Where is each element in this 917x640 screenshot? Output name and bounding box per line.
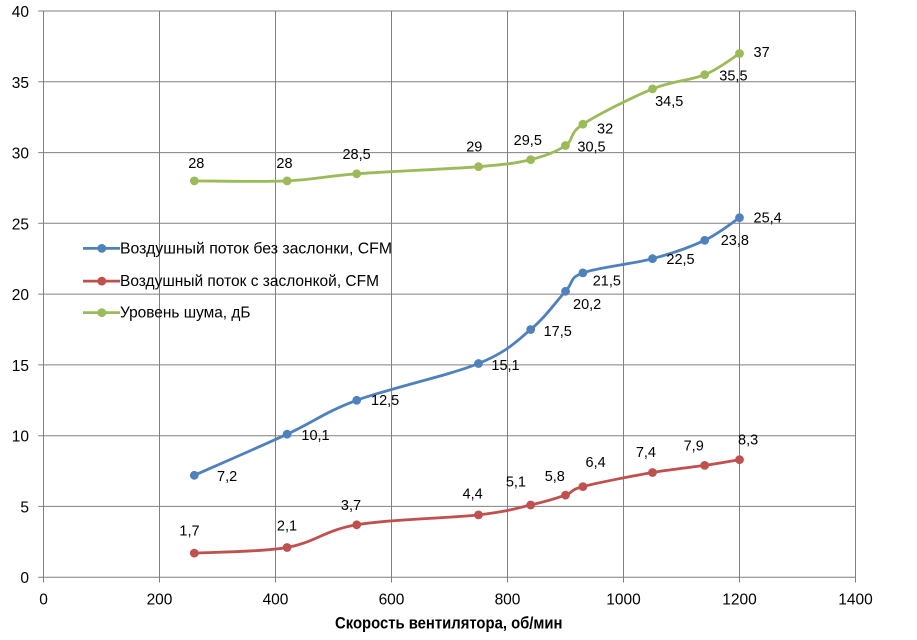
svg-text:5,1: 5,1 bbox=[506, 475, 526, 491]
svg-text:5,8: 5,8 bbox=[545, 469, 565, 485]
svg-text:25: 25 bbox=[12, 216, 29, 233]
svg-text:23,8: 23,8 bbox=[721, 233, 749, 249]
svg-text:28,5: 28,5 bbox=[342, 147, 370, 163]
svg-text:28: 28 bbox=[188, 156, 204, 172]
svg-text:29: 29 bbox=[466, 140, 482, 156]
svg-text:10,1: 10,1 bbox=[301, 428, 329, 444]
svg-text:5: 5 bbox=[20, 499, 29, 516]
svg-text:600: 600 bbox=[379, 591, 405, 608]
svg-text:Воздушный поток без заслонки,: Воздушный поток без заслонки, CFM bbox=[120, 240, 392, 257]
svg-text:21,5: 21,5 bbox=[593, 274, 621, 290]
svg-text:7,4: 7,4 bbox=[636, 445, 656, 461]
svg-text:1,7: 1,7 bbox=[179, 524, 199, 540]
svg-text:37: 37 bbox=[754, 45, 770, 61]
svg-text:2,1: 2,1 bbox=[277, 518, 297, 534]
svg-text:7,2: 7,2 bbox=[217, 469, 237, 485]
svg-text:34,5: 34,5 bbox=[655, 94, 683, 110]
svg-text:30: 30 bbox=[12, 146, 30, 163]
svg-text:400: 400 bbox=[263, 591, 289, 608]
svg-text:1400: 1400 bbox=[838, 591, 873, 608]
svg-text:7,9: 7,9 bbox=[684, 439, 704, 455]
svg-text:800: 800 bbox=[495, 591, 521, 608]
svg-text:6,4: 6,4 bbox=[586, 455, 606, 471]
svg-text:8,3: 8,3 bbox=[738, 433, 758, 449]
svg-text:Скорость вентилятора, об/мин: Скорость вентилятора, об/мин bbox=[335, 614, 563, 632]
svg-text:32: 32 bbox=[597, 121, 613, 137]
svg-text:0: 0 bbox=[20, 570, 29, 587]
svg-text:40: 40 bbox=[12, 4, 30, 21]
svg-text:35,5: 35,5 bbox=[719, 69, 747, 85]
svg-text:Уровень шума, дБ: Уровень шума, дБ bbox=[120, 305, 251, 322]
svg-text:200: 200 bbox=[147, 591, 173, 608]
svg-text:Воздушный поток с заслонкой, C: Воздушный поток с заслонкой, CFM bbox=[120, 273, 379, 290]
svg-text:15: 15 bbox=[12, 358, 29, 375]
svg-text:3,7: 3,7 bbox=[341, 498, 361, 514]
svg-text:12,5: 12,5 bbox=[371, 393, 399, 409]
svg-text:1200: 1200 bbox=[722, 591, 757, 608]
svg-text:1000: 1000 bbox=[606, 591, 641, 608]
svg-text:28: 28 bbox=[276, 156, 292, 172]
svg-text:25,4: 25,4 bbox=[754, 211, 782, 227]
svg-text:20,2: 20,2 bbox=[573, 297, 601, 313]
svg-text:35: 35 bbox=[12, 75, 29, 92]
svg-text:10: 10 bbox=[12, 429, 30, 446]
svg-text:29,5: 29,5 bbox=[514, 133, 542, 149]
svg-text:0: 0 bbox=[39, 591, 48, 608]
svg-text:17,5: 17,5 bbox=[544, 324, 572, 340]
svg-text:30,5: 30,5 bbox=[577, 140, 605, 156]
svg-text:4,4: 4,4 bbox=[463, 487, 483, 503]
svg-text:15,1: 15,1 bbox=[491, 358, 519, 374]
svg-text:20: 20 bbox=[12, 287, 30, 304]
svg-text:22,5: 22,5 bbox=[666, 252, 694, 268]
